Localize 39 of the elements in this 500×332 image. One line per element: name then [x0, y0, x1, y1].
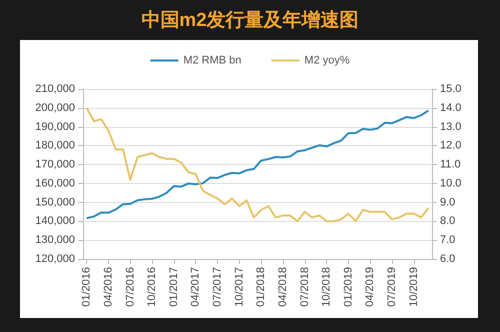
y2-tick-label: 14.0 [440, 102, 462, 114]
y-tick-label: 170,000 [35, 158, 75, 171]
y-tick-label: 190,000 [35, 120, 75, 133]
legend-label: M2 yoy% [304, 54, 350, 66]
y2-tick-label: 7.0 [440, 234, 456, 246]
x-tick-label: 01/2018 [255, 267, 268, 307]
y2-tick-label: 15.0 [440, 83, 462, 95]
y2-tick-label: 6.0 [440, 253, 456, 265]
y-tick-label: 120,000 [35, 253, 75, 265]
x-tick-label: 01/2016 [80, 267, 93, 307]
y-tick-label: 180,000 [35, 140, 75, 152]
x-tick-label: 01/2017 [168, 267, 180, 307]
x-tick-label: 10/2018 [320, 267, 333, 307]
x-tick-label: 04/2018 [276, 267, 289, 307]
y-tick-label: 210,000 [35, 83, 75, 95]
chart-title: 中国m2发行量及年增速图 [141, 9, 359, 31]
y2-tick-label: 9.0 [440, 196, 456, 208]
y2-tick-label: 11.0 [440, 158, 461, 171]
x-tick-label: 07/2019 [386, 267, 398, 307]
y2-tick-label: 8.0 [440, 215, 456, 228]
x-tick-label: 04/2017 [190, 267, 202, 307]
x-tick-label: 01/2019 [342, 267, 354, 307]
x-tick-label: 10/2019 [408, 267, 420, 307]
x-tick-label: 10/2017 [233, 267, 246, 307]
y-tick-label: 150,000 [35, 196, 75, 208]
x-tick-label: 04/2019 [364, 267, 376, 307]
y-tick-label: 130,000 [35, 234, 75, 246]
x-tick-label: 04/2016 [102, 267, 114, 307]
x-tick-label: 10/2016 [146, 267, 158, 307]
y2-tick-label: 12.0 [440, 140, 462, 152]
y2-tick-label: 10.0 [440, 177, 462, 190]
x-tick-label: 07/2016 [124, 267, 136, 307]
y2-tick-label: 13.0 [440, 120, 462, 133]
legend-label: M2 RMB bn [183, 54, 242, 66]
x-tick-label: 07/2017 [212, 267, 224, 307]
y-tick-label: 200,000 [35, 102, 75, 114]
x-tick-label: 07/2018 [298, 267, 311, 307]
y-tick-label: 160,000 [35, 177, 75, 190]
y-tick-label: 140,000 [35, 215, 75, 228]
